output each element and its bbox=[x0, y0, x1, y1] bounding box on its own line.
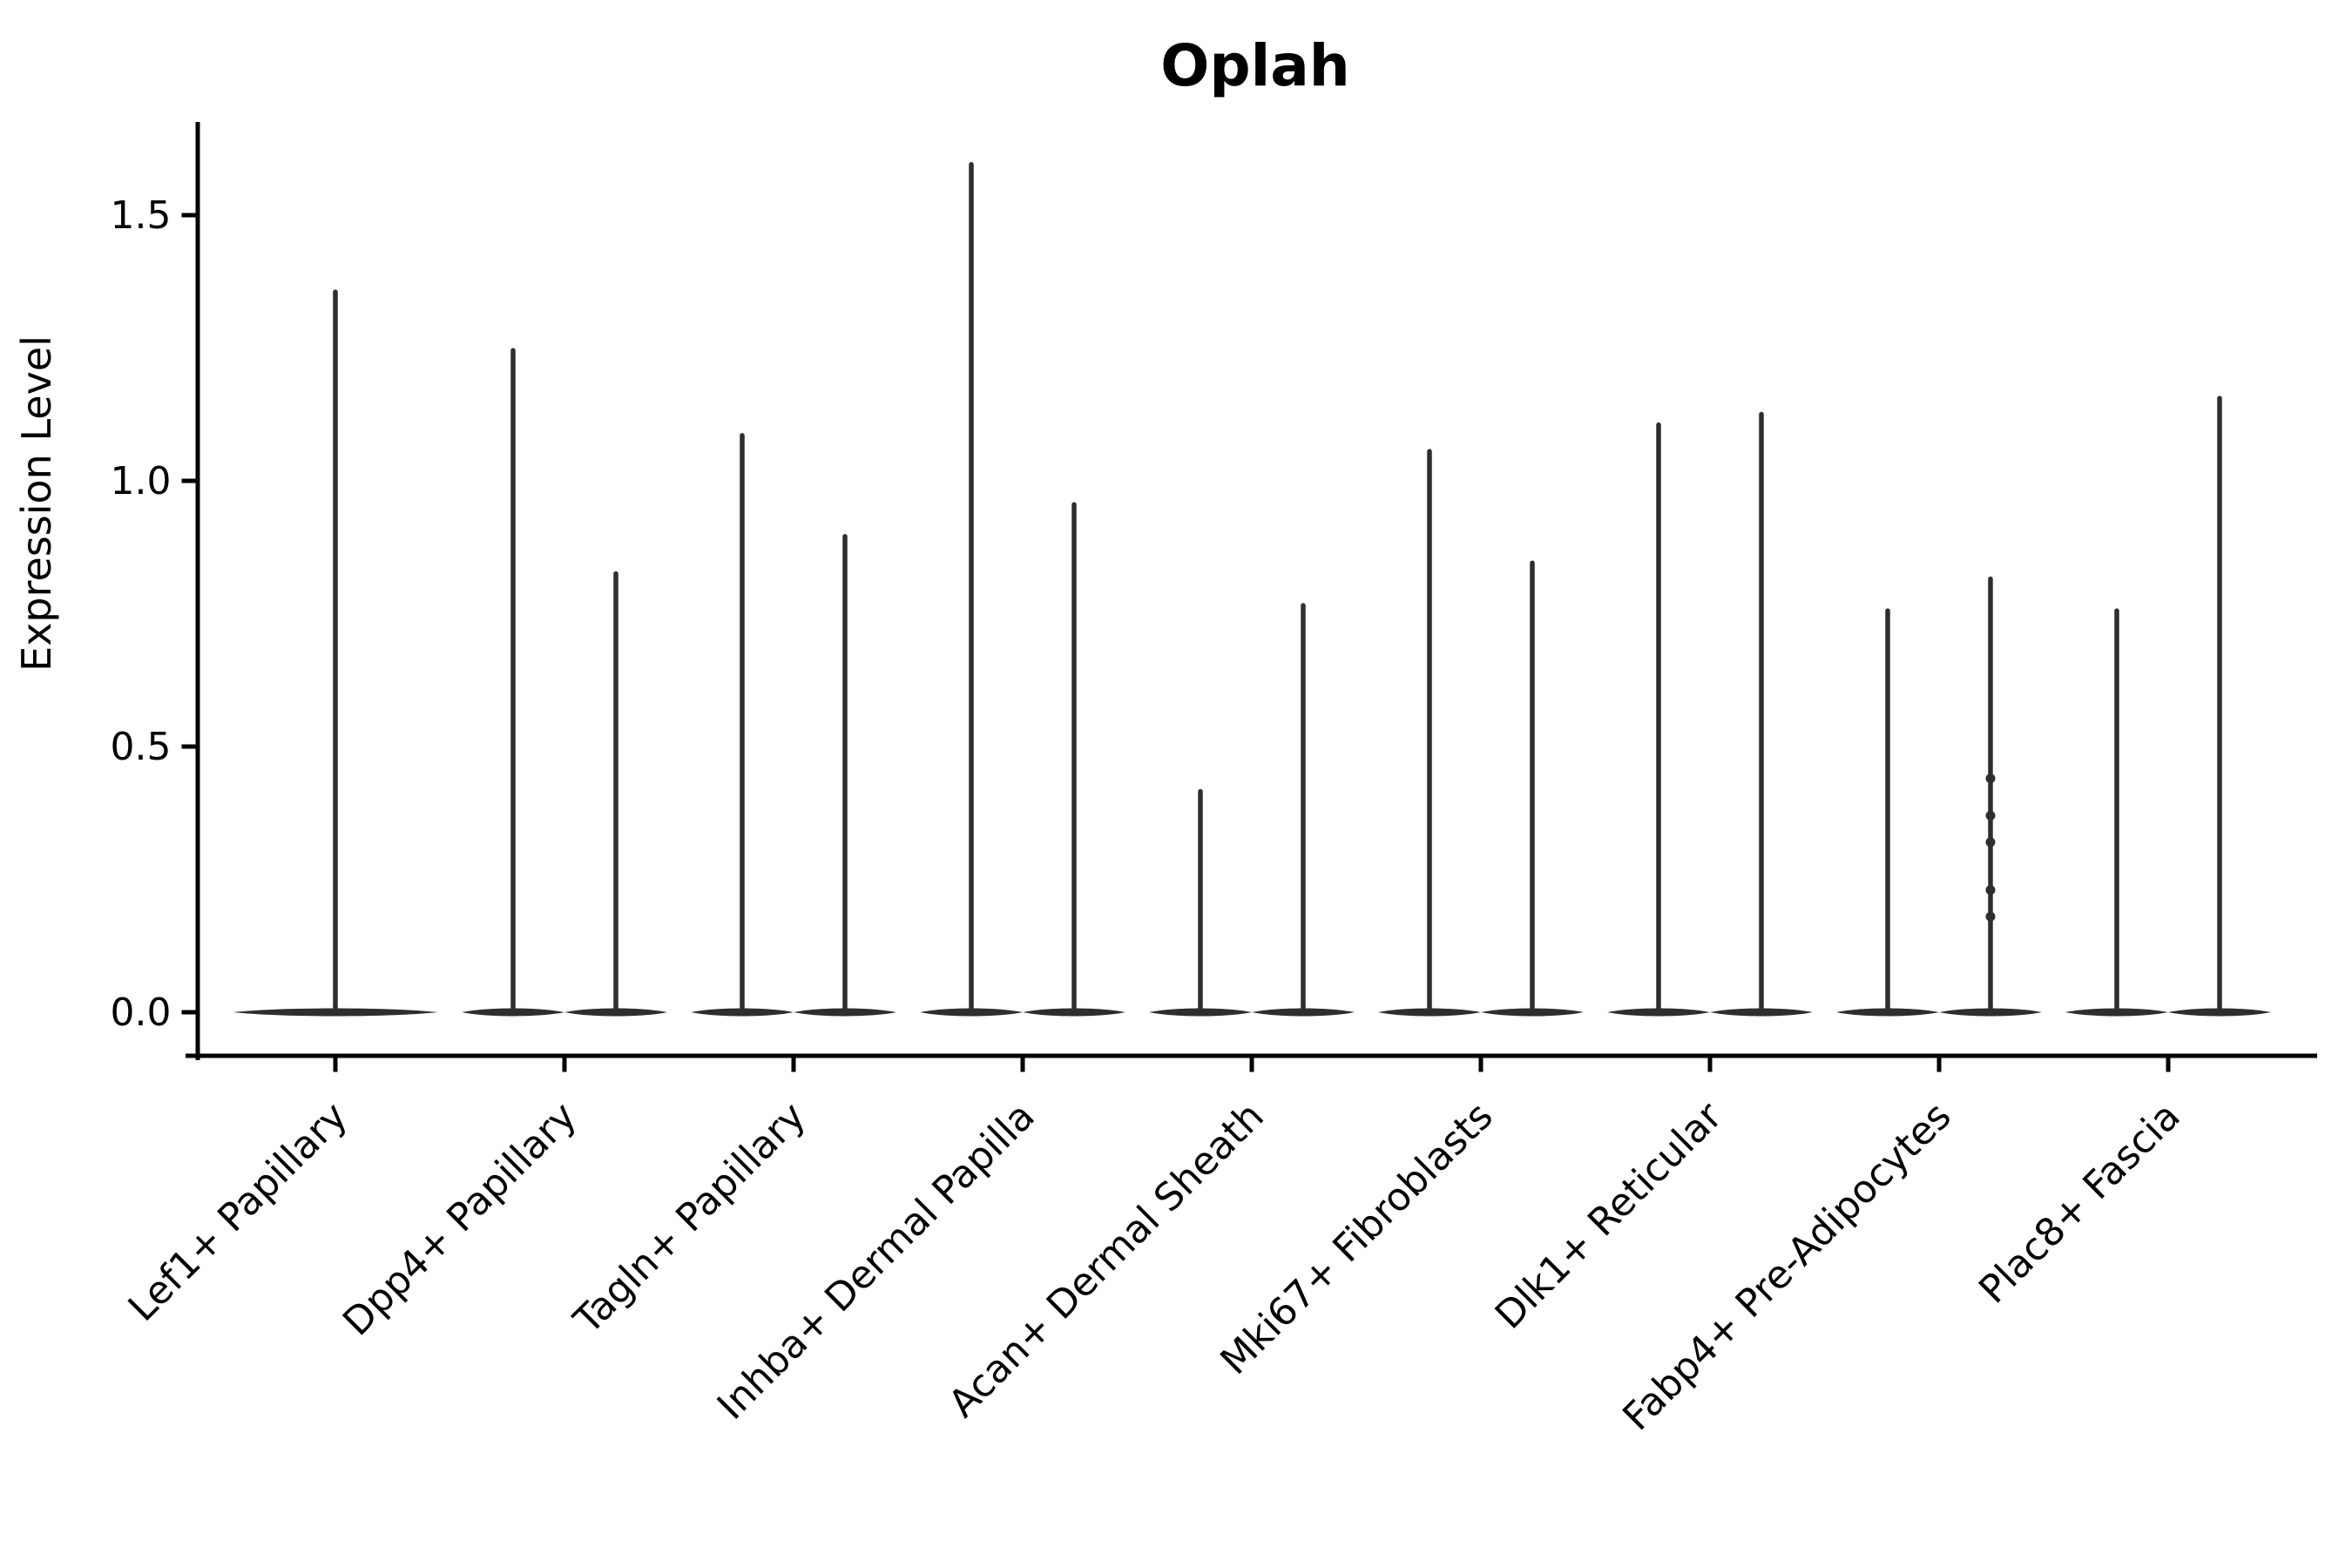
violin bbox=[2168, 395, 2271, 1017]
x-tick-mark bbox=[1249, 1058, 1254, 1072]
jitter-point bbox=[1985, 837, 1996, 848]
y-tick-mark bbox=[181, 213, 196, 218]
violin-spike bbox=[1885, 608, 1890, 1012]
x-tick-mark bbox=[562, 1058, 567, 1072]
x-tick-mark bbox=[333, 1058, 338, 1072]
violin bbox=[1939, 576, 2042, 1017]
violin bbox=[1252, 603, 1355, 1017]
y-tick-label: 0.0 bbox=[111, 990, 172, 1035]
jitter-point bbox=[1985, 911, 1996, 922]
x-tick-label: Lef1+ Papillary bbox=[120, 1094, 356, 1330]
violin bbox=[920, 162, 1023, 1017]
x-tick-mark bbox=[1707, 1058, 1713, 1072]
y-axis-ticks: 0.0 0.5 1.0 1.5 bbox=[111, 193, 196, 1035]
x-tick-label: Dlk1+ Reticular bbox=[1487, 1093, 1732, 1338]
violin-spike bbox=[969, 162, 974, 1012]
x-tick-mark bbox=[791, 1058, 796, 1072]
violin bbox=[462, 348, 564, 1017]
y-tick-mark bbox=[181, 1010, 196, 1015]
y-tick-label: 0.5 bbox=[111, 725, 172, 769]
violin-spike bbox=[1301, 603, 1306, 1012]
violin-series bbox=[233, 162, 2271, 1017]
violin bbox=[1710, 411, 1813, 1017]
x-tick-mark bbox=[1020, 1058, 1025, 1072]
x-tick-label: Dpp4+ Papillary bbox=[335, 1094, 585, 1345]
y-tick-label: 1.5 bbox=[111, 193, 172, 238]
violin bbox=[1607, 422, 1710, 1017]
violin-spike bbox=[2114, 608, 2119, 1012]
axes-spines bbox=[186, 122, 2317, 1060]
violin bbox=[1378, 449, 1481, 1017]
violin bbox=[691, 433, 794, 1017]
violin bbox=[1836, 608, 1939, 1017]
y-axis-label: Expression Level bbox=[13, 335, 60, 672]
violin-spike bbox=[842, 534, 848, 1012]
violin-spike bbox=[333, 289, 338, 1012]
jitter-point bbox=[1985, 885, 1996, 896]
y-tick-mark bbox=[181, 744, 196, 749]
x-tick-mark bbox=[1936, 1058, 1942, 1072]
y-tick-mark bbox=[181, 478, 196, 483]
jitter-point bbox=[1985, 774, 1996, 784]
violin-spike bbox=[1656, 422, 1661, 1012]
x-tick-mark bbox=[1478, 1058, 1484, 1072]
violin bbox=[1481, 560, 1584, 1017]
y-tick-label: 1.0 bbox=[111, 459, 172, 504]
violin bbox=[1149, 788, 1252, 1017]
violin-spike bbox=[1759, 411, 1764, 1012]
jitter-point bbox=[1985, 810, 1996, 821]
x-axis-ticks bbox=[333, 1058, 2171, 1072]
y-axis-spine bbox=[195, 122, 200, 1060]
violin bbox=[233, 289, 438, 1017]
violin-spike bbox=[613, 571, 618, 1012]
x-tick-mark bbox=[2166, 1058, 2171, 1072]
violin-spike bbox=[1988, 576, 1993, 1012]
violin bbox=[2065, 608, 2168, 1017]
violin-spike bbox=[2217, 395, 2222, 1012]
x-axis-spine bbox=[186, 1053, 2317, 1058]
violin-spike bbox=[740, 433, 745, 1013]
x-tick-label: Tagln+ Papillary bbox=[565, 1094, 814, 1343]
violin-spike bbox=[1530, 560, 1535, 1012]
violin-spike bbox=[1071, 502, 1077, 1012]
violin-spike bbox=[1198, 788, 1203, 1012]
violin-spike bbox=[1427, 449, 1432, 1012]
x-tick-label: Plac8+ Fascia bbox=[1970, 1094, 2189, 1313]
violin bbox=[564, 571, 667, 1017]
violin bbox=[1023, 502, 1125, 1017]
violin bbox=[794, 534, 896, 1017]
violin-spike bbox=[510, 348, 516, 1012]
plot-title: Oplah bbox=[1160, 32, 1350, 99]
